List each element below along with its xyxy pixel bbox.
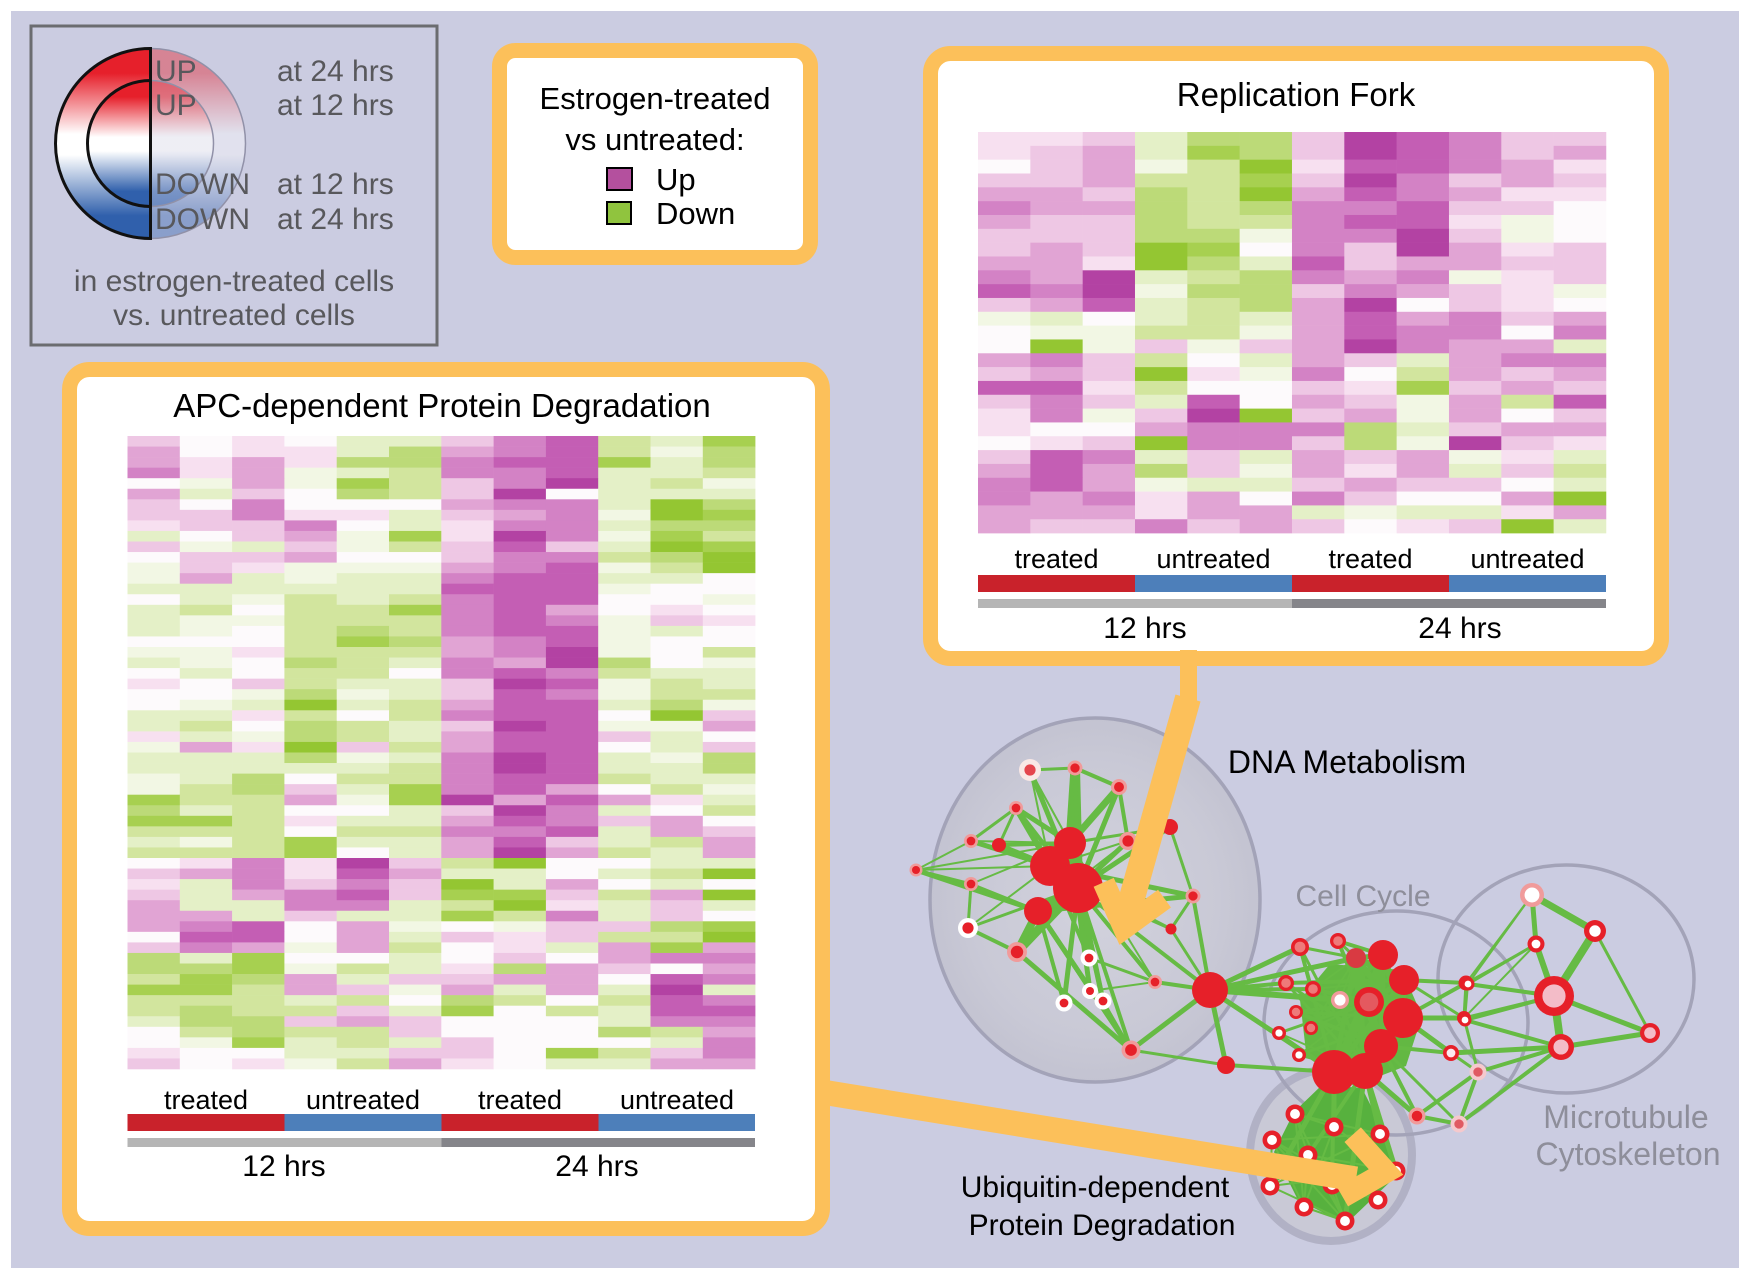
svg-text:untreated: untreated — [1470, 544, 1584, 574]
svg-text:at 12 hrs: at 12 hrs — [277, 89, 394, 122]
svg-text:Estrogen-treated: Estrogen-treated — [540, 81, 771, 116]
svg-text:vs. untreated cells: vs. untreated cells — [113, 299, 355, 332]
svg-text:treated: treated — [1328, 544, 1412, 574]
svg-text:UP: UP — [155, 55, 197, 88]
svg-text:APC-dependent Protein Degradat: APC-dependent Protein Degradation — [173, 387, 711, 424]
svg-text:DOWN: DOWN — [155, 203, 250, 236]
svg-text:24 hrs: 24 hrs — [1418, 612, 1501, 645]
svg-text:untreated: untreated — [1156, 544, 1270, 574]
svg-text:treated: treated — [1014, 544, 1098, 574]
svg-text:Cell Cycle: Cell Cycle — [1295, 880, 1430, 913]
svg-text:vs untreated:: vs untreated: — [565, 122, 744, 157]
svg-text:Up: Up — [656, 162, 696, 197]
svg-text:UP: UP — [155, 89, 197, 122]
svg-text:Ubiquitin-dependent: Ubiquitin-dependent — [961, 1171, 1230, 1204]
svg-text:treated: treated — [478, 1085, 562, 1115]
svg-text:Replication Fork: Replication Fork — [1177, 76, 1416, 113]
svg-text:at 12 hrs: at 12 hrs — [277, 168, 394, 201]
svg-text:DOWN: DOWN — [155, 168, 250, 201]
svg-text:untreated: untreated — [306, 1085, 420, 1115]
svg-text:Down: Down — [656, 196, 735, 231]
svg-text:24 hrs: 24 hrs — [555, 1150, 638, 1183]
svg-text:DNA Metabolism: DNA Metabolism — [1228, 744, 1466, 780]
svg-text:in estrogen-treated cells: in estrogen-treated cells — [74, 265, 394, 298]
svg-text:Protein Degradation: Protein Degradation — [969, 1209, 1236, 1242]
svg-text:Microtubule: Microtubule — [1543, 1099, 1708, 1135]
svg-text:12 hrs: 12 hrs — [1103, 612, 1186, 645]
svg-text:Cytoskeleton: Cytoskeleton — [1536, 1136, 1721, 1172]
svg-text:at 24 hrs: at 24 hrs — [277, 55, 394, 88]
svg-text:untreated: untreated — [620, 1085, 734, 1115]
svg-text:treated: treated — [164, 1085, 248, 1115]
svg-text:at 24 hrs: at 24 hrs — [277, 203, 394, 236]
svg-text:12 hrs: 12 hrs — [242, 1150, 325, 1183]
